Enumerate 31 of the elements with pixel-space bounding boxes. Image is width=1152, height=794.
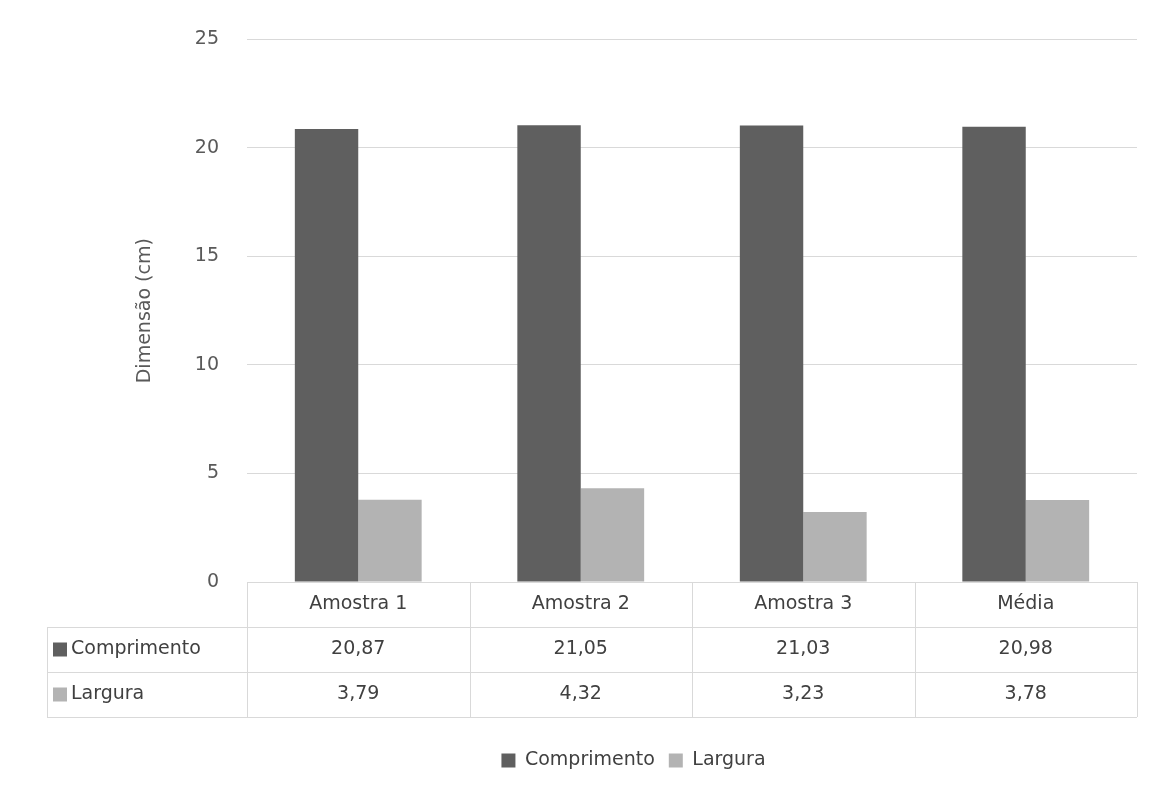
data-label: 21,05 — [553, 636, 608, 659]
bar — [580, 488, 645, 582]
data-label: 20,98 — [998, 636, 1053, 659]
data-label: 3,78 — [1004, 681, 1047, 704]
x-tick-label: Amostra 2 — [531, 591, 630, 614]
y-tick-label: 25 — [194, 26, 219, 49]
x-tick-label: Amostra 1 — [309, 591, 408, 614]
y-tick-label: 20 — [194, 134, 219, 157]
text: Comprimento — [524, 747, 655, 770]
legend-label: Largura — [692, 747, 766, 770]
data-label: 21,03 — [776, 636, 831, 659]
y-tick-label: 15 — [194, 243, 219, 266]
bar — [962, 126, 1026, 582]
data-label: 3,79 — [337, 681, 380, 704]
bar — [358, 499, 422, 582]
data-label: 4,32 — [559, 681, 602, 704]
bar — [803, 511, 867, 582]
data-label: 20,87 — [331, 636, 386, 659]
y-tick-label: 5 — [206, 460, 219, 483]
text: Largura — [71, 681, 145, 704]
legend-label: Comprimento — [71, 636, 201, 659]
bar — [517, 125, 581, 582]
y-tick-label: 0 — [206, 568, 219, 591]
x-tick-label: Média — [997, 591, 1055, 614]
y-axis-title: Dimensão (cm) — [132, 238, 155, 384]
bar — [1025, 499, 1090, 582]
data-label: 3,23 — [782, 681, 825, 704]
bar — [294, 129, 359, 582]
x-tick-label: Amostra 3 — [754, 591, 853, 614]
y-tick-label: 10 — [194, 351, 219, 374]
bar — [739, 125, 804, 582]
